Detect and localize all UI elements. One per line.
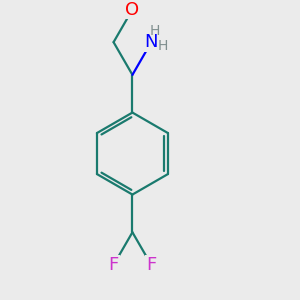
Text: H: H [149, 24, 160, 38]
Text: N: N [145, 33, 158, 51]
Text: H: H [157, 38, 168, 52]
Text: F: F [146, 256, 156, 274]
Text: O: O [125, 1, 140, 19]
Text: F: F [108, 256, 119, 274]
